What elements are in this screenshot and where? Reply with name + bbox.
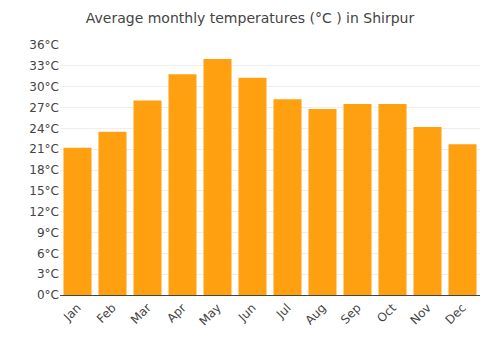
svg-text:Sep: Sep [338, 301, 364, 327]
svg-text:6°C: 6°C [37, 247, 59, 261]
svg-text:Mar: Mar [128, 301, 154, 327]
svg-text:Aug: Aug [302, 301, 328, 327]
svg-text:15°C: 15°C [29, 184, 59, 198]
svg-text:Average monthly temperatures (: Average monthly temperatures (°C ) in Sh… [86, 10, 415, 26]
svg-text:3°C: 3°C [37, 267, 59, 281]
svg-text:18°C: 18°C [29, 163, 59, 177]
svg-text:30°C: 30°C [29, 80, 59, 94]
svg-text:Apr: Apr [164, 301, 189, 326]
svg-text:33°C: 33°C [29, 59, 59, 73]
svg-text:Oct: Oct [374, 301, 399, 326]
svg-text:36°C: 36°C [29, 38, 59, 52]
svg-text:Jun: Jun [235, 301, 259, 325]
svg-text:27°C: 27°C [29, 101, 59, 115]
svg-text:0°C: 0°C [37, 288, 59, 302]
svg-text:Feb: Feb [94, 301, 119, 326]
svg-text:9°C: 9°C [37, 226, 59, 240]
svg-text:Dec: Dec [443, 301, 469, 327]
svg-text:Jan: Jan [60, 301, 84, 325]
svg-text:12°C: 12°C [29, 205, 59, 219]
svg-text:May: May [196, 301, 223, 328]
svg-text:Nov: Nov [407, 301, 433, 327]
svg-text:Jul: Jul [273, 301, 294, 322]
svg-text:24°C: 24°C [29, 122, 59, 136]
svg-text:21°C: 21°C [29, 142, 59, 156]
